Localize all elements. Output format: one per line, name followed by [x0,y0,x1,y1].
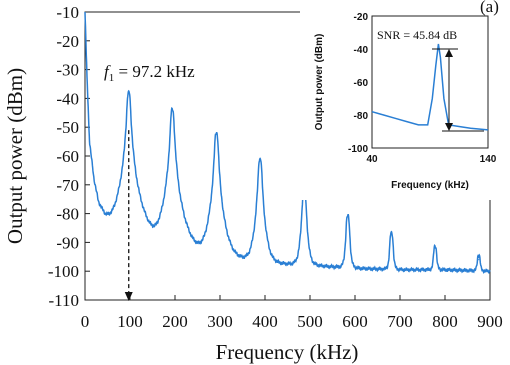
main-y-tick-label: -70 [56,176,79,195]
inset-x-tick-label: 140 [480,154,497,165]
inset-spectrum-line [371,43,489,131]
main-x-tick-label: 300 [207,312,233,331]
inset-y-tick-labels: -20 -40 -60 -80 -100 [348,12,368,155]
main-peak-point [215,132,217,134]
main-peak-point [390,233,393,235]
main-x-tick-label: 500 [297,312,323,331]
main-y-tick-label: -80 [56,205,79,224]
f1-value: = 97.2 kHz [114,62,195,81]
main-peak-point [259,158,261,160]
main-x-tick-label: 100 [117,312,143,331]
f1-subscript: 1 [109,72,115,84]
main-y-tick-label: -110 [48,291,79,310]
main-y-tick-label: -40 [56,89,79,108]
snr-label: SNR = 45.84 dB [377,28,457,42]
main-x-axis-label: Frequency (kHz) [216,340,359,364]
main-x-tick-label: 700 [387,312,413,331]
inset-y-tick-label: -80 [354,111,369,122]
main-y-tick-label: -30 [56,61,79,80]
main-peak-point [478,259,480,261]
main-peak-point [434,247,436,249]
main-y-tick-label: -10 [56,3,79,22]
main-y-tick-label: -20 [56,32,79,51]
f1-symbol: f [104,62,111,81]
main-x-tick-label: 800 [432,312,458,331]
inset-x-axis-label: Frequency (kHz) [391,180,469,191]
inset-x-tick-labels: 40 140 [366,154,496,165]
main-x-tick-label: 400 [252,312,278,331]
inset-y-tick-label: -20 [354,12,369,23]
main-y-tick-label: -100 [48,262,79,281]
main-x-tick-label: 200 [162,312,188,331]
snr-arrow-head-bottom [445,123,453,131]
f1-annotation: f1 = 97.2 kHz [104,62,195,84]
main-y-tick-label: -60 [56,147,79,166]
main-x-tick-label: 900 [477,312,503,331]
inset-background [300,2,508,200]
main-x-tick-labels: 0 100 200 300 400 500 600 700 800 900 [81,312,503,331]
main-peak-point [128,92,130,94]
partial-panel-label: (a) [480,0,499,16]
main-y-tick-label: -90 [56,233,79,252]
main-x-tick-label: 600 [342,312,368,331]
inset-y-tick-label: -40 [354,45,369,56]
main-y-tick-label: -50 [56,118,79,137]
inset-y-axis-label: Output power (dBm) [314,34,325,131]
main-x-tick-label: 0 [81,312,90,331]
inset-plot-area [371,15,489,149]
main-spectrum-line [84,11,491,274]
inset-x-tick-label: 40 [366,154,378,165]
main-peak-point [347,215,349,218]
main-y-tick-labels: -10 -20 -30 -40 -50 -60 -70 -80 -90 -100 -110 [48,3,79,310]
inset-y-tick-label: -100 [348,144,368,155]
snr-arrow-head-top [445,49,453,57]
f1-arrow-head [124,292,133,301]
main-peak-point [171,109,173,111]
main-y-axis-label: Output power (dBm) [3,68,27,244]
inset-y-tick-label: -60 [354,78,369,89]
